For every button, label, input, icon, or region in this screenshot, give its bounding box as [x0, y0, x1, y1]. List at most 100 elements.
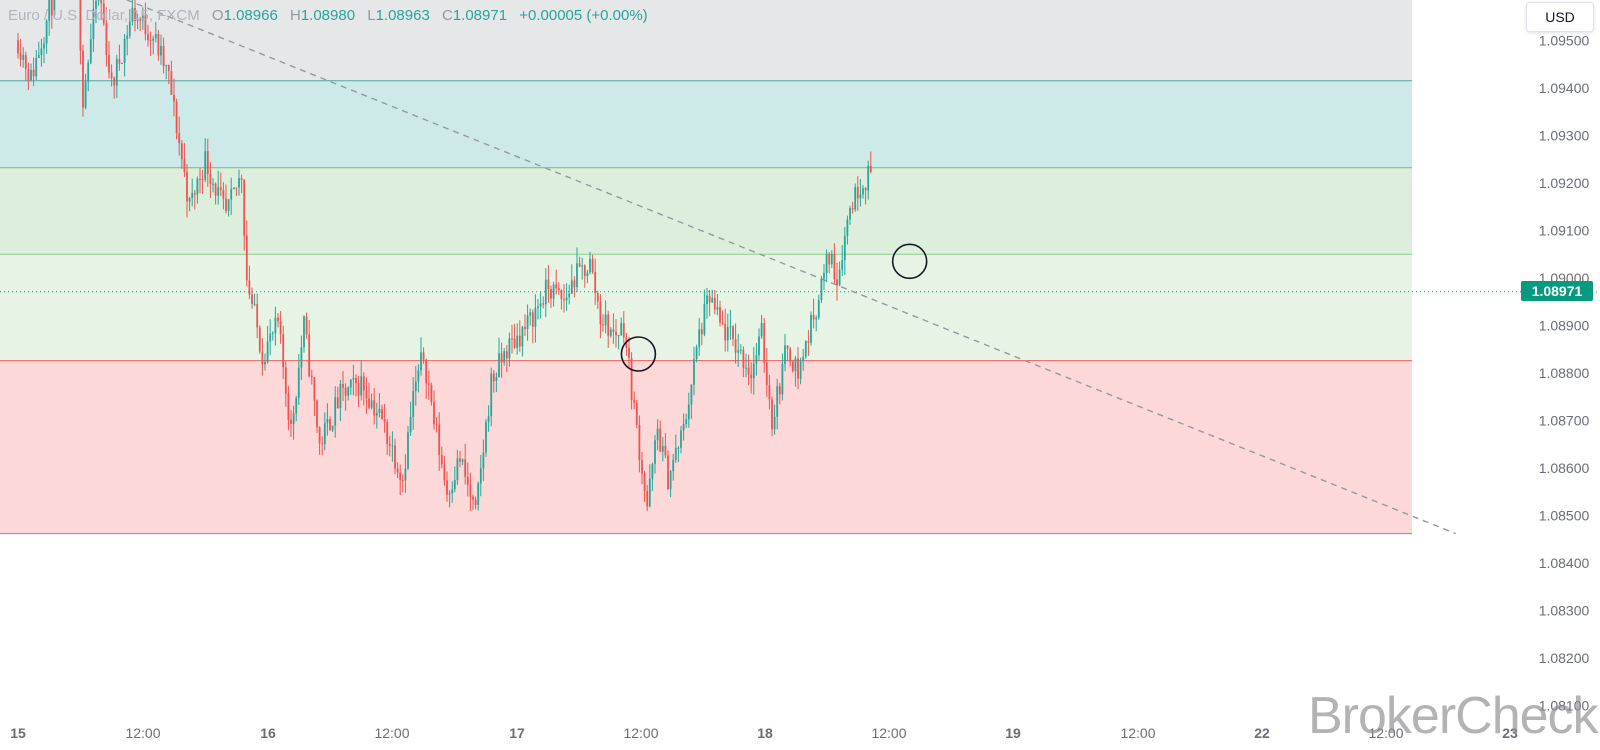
candle-body [524, 326, 526, 330]
candle-body [323, 423, 326, 445]
candle-body [739, 349, 742, 351]
candle-body [409, 417, 412, 433]
candle-body [19, 53, 22, 60]
candle-body [838, 269, 841, 286]
candle-body [547, 279, 550, 290]
candle-body [266, 341, 269, 362]
candle-body [810, 314, 812, 343]
candle-body [643, 473, 646, 491]
candle-body [245, 235, 248, 281]
candle-body [583, 265, 586, 277]
candle-body [365, 390, 368, 399]
candle-body [105, 23, 108, 55]
candle-body [542, 303, 545, 305]
candle-body [581, 265, 584, 267]
candle-body [261, 351, 264, 365]
candle-body [206, 151, 209, 174]
y-tick-label: 1.08600 [1539, 460, 1590, 476]
candle-body [401, 480, 404, 482]
candle-body [615, 331, 617, 336]
candle-body [750, 374, 753, 379]
candle-body [342, 384, 344, 388]
candle-body [378, 408, 381, 413]
candle-body [594, 272, 597, 293]
candle-body [815, 317, 818, 320]
symbol-name: Euro / U.S. Dollar, 15, FXCM [8, 7, 200, 24]
candle-body [253, 303, 256, 305]
candle-body [563, 299, 565, 301]
currency-button[interactable]: USD [1526, 2, 1594, 32]
watermark-logo: BrokerCheck [1308, 687, 1599, 745]
candle-body [479, 468, 482, 484]
candle-body [742, 349, 745, 368]
candle-body [630, 358, 633, 401]
candle-body [316, 400, 318, 428]
x-tick-label: 15 [10, 725, 26, 741]
candle-body [446, 480, 448, 495]
candle-body [599, 301, 602, 325]
candle-body [781, 363, 784, 395]
candle-body [732, 326, 734, 340]
candle-body [147, 34, 149, 41]
candle-body [851, 208, 854, 210]
candle-body [357, 383, 360, 396]
candle-body [729, 326, 732, 328]
candle-body [474, 499, 477, 505]
candle-body [721, 322, 724, 324]
candle-body [529, 312, 532, 316]
candle-body [661, 445, 664, 452]
candle-body [110, 72, 113, 79]
candle-body [794, 358, 797, 372]
candle-body [451, 489, 454, 494]
candle-body [568, 293, 571, 298]
candle-body [87, 62, 90, 82]
candle-body [664, 445, 667, 456]
low-value: 1.08963 [375, 7, 430, 24]
candle-body [500, 353, 503, 363]
candle-body [461, 459, 464, 462]
candle-body [82, 50, 84, 108]
candle-body [466, 476, 469, 485]
candle-body [648, 478, 651, 507]
candle-body [659, 428, 662, 452]
candle-body [799, 361, 802, 379]
open-label: O [211, 7, 224, 24]
x-tick-label: 18 [757, 725, 773, 741]
candle-body [646, 490, 649, 507]
candle-body [687, 404, 690, 420]
candle-body [609, 329, 612, 336]
candle-body [303, 316, 305, 348]
candle-body [565, 297, 568, 301]
candle-body [126, 35, 129, 39]
candle-body [27, 68, 30, 81]
x-tick-label: 23 [1502, 725, 1518, 741]
candle-body [768, 385, 771, 400]
candle-body [188, 198, 191, 202]
candle-body [388, 444, 391, 446]
candle-body [859, 194, 862, 199]
candle-body [685, 419, 688, 425]
candle-body [854, 186, 857, 210]
candle-body [100, 0, 103, 4]
last-price-badge: 1.08971 [1521, 281, 1593, 301]
candle-body [833, 253, 836, 280]
candle-body [201, 179, 204, 181]
x-tick-label: 12:00 [374, 725, 409, 741]
candle-body [862, 188, 864, 195]
candle-body [459, 458, 461, 462]
trend-line [125, 0, 1457, 535]
candle-body [734, 339, 737, 353]
candle-body [45, 20, 48, 44]
candle-body [602, 324, 604, 326]
candle-body [591, 258, 594, 273]
candle-body [503, 351, 506, 363]
zone-band-4 [0, 360, 1412, 534]
candle-body [40, 48, 43, 55]
candle-body [22, 55, 25, 60]
candle-body [867, 165, 870, 191]
candle-body [537, 306, 539, 309]
candle-body [113, 78, 116, 86]
candle-body [310, 376, 313, 378]
candle-body [269, 333, 272, 342]
